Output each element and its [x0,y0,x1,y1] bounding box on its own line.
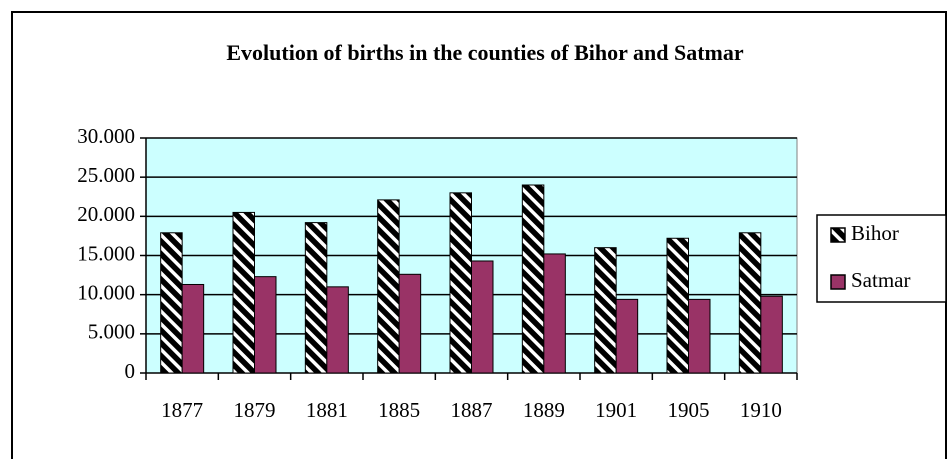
bar [760,295,783,374]
y-tick-label: 25.000 [77,163,135,187]
bar [398,273,422,374]
bar [377,199,400,374]
legend-label: Bihor [851,221,899,245]
bar [449,192,472,374]
bar [594,247,617,374]
x-tick-label: 1889 [523,398,565,422]
bar [181,283,205,374]
y-tick-label: 15.000 [77,241,135,265]
bar [521,184,545,374]
legend-swatch [830,274,846,290]
bar [471,260,494,374]
legend-swatch [830,227,846,243]
y-tick-label: 5.000 [88,320,135,344]
x-tick-label: 1887 [451,398,493,422]
x-tick-label: 1905 [668,398,710,422]
chart-title: Evolution of births in the counties of B… [226,40,744,65]
y-tick-label: 0 [125,359,136,383]
x-tick-label: 1879 [234,398,276,422]
y-tick-label: 30.000 [77,124,135,148]
x-tick-label: 1901 [595,398,637,422]
bar [232,211,255,374]
bar [254,276,277,374]
legend-label: Satmar [851,268,910,292]
x-tick-label: 1910 [740,398,782,422]
bar [304,222,328,374]
x-tick-label: 1881 [306,398,348,422]
bar [543,253,566,374]
bar [160,232,183,374]
y-tick-label: 20.000 [77,202,135,226]
bar [738,232,762,374]
bar [326,286,349,374]
x-tick-label: 1885 [378,398,420,422]
bar [688,298,711,374]
bar [666,237,689,374]
y-tick-label: 10.000 [77,280,135,304]
x-tick-label: 1877 [161,398,203,422]
bar [615,298,639,374]
